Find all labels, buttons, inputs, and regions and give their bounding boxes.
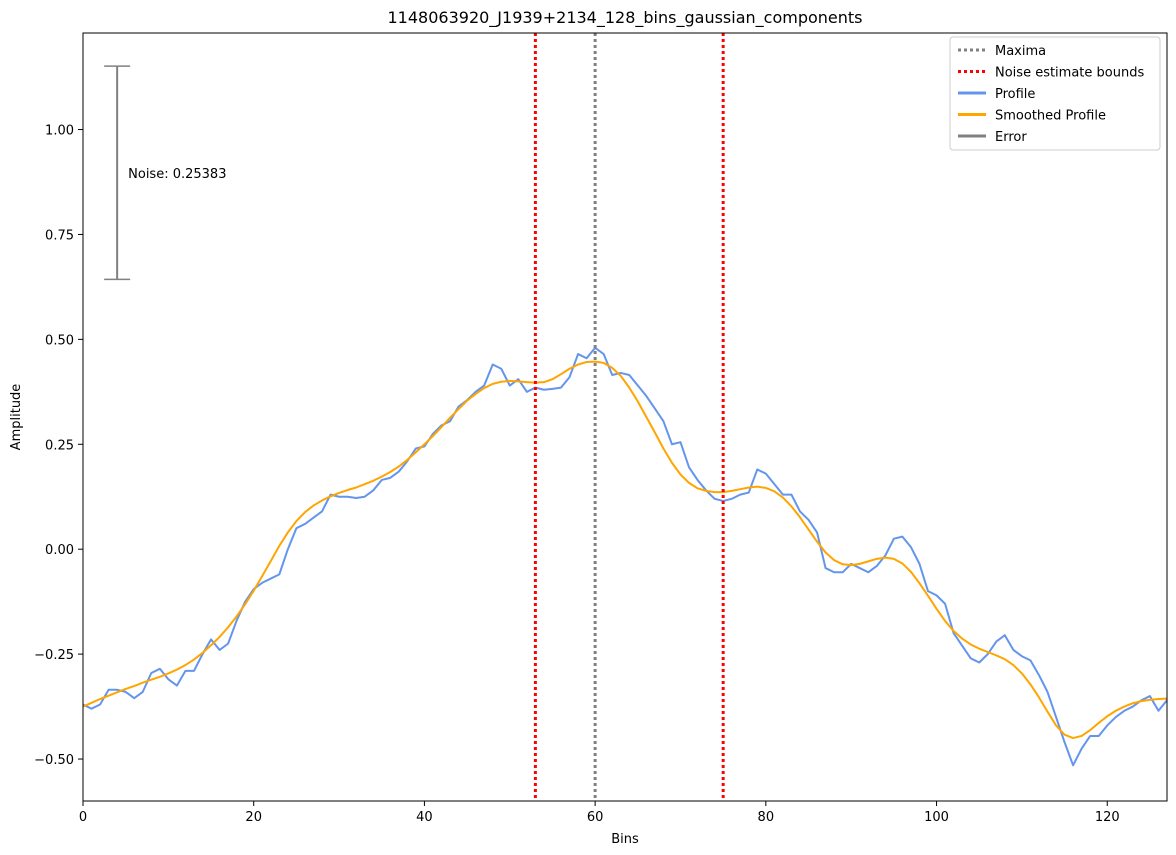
legend-box — [949, 36, 1161, 151]
y-tick-label: −0.50 — [34, 753, 74, 768]
legend-label-error: Error — [995, 130, 1027, 145]
chart-title: 1148063920_J1939+2134_128_bins_gaussian_… — [388, 8, 863, 28]
x-tick-label: 40 — [416, 810, 433, 825]
y-tick-label: 0.50 — [45, 333, 74, 348]
legend-label-profile: Profile — [995, 87, 1035, 102]
plot-content: Noise: 0.25383 — [83, 33, 1167, 801]
x-tick-label: 80 — [758, 810, 775, 825]
legend-label-maxima: Maxima — [995, 44, 1046, 59]
noise-label: Noise: 0.25383 — [128, 167, 226, 182]
y-tick-label: 0.00 — [45, 543, 74, 558]
x-tick-label: 100 — [924, 810, 949, 825]
x-tick-label: 120 — [1095, 810, 1120, 825]
plot-frame — [82, 32, 1168, 802]
y-tick-label: −0.25 — [34, 648, 74, 663]
legend-label-noise-estimate-bounds: Noise estimate bounds — [995, 66, 1144, 81]
plot-area: Noise: 0.25383 0 20 40 60 80 100 120 −0.50 −0.25 0… — [34, 32, 1168, 825]
profile-line — [83, 346, 1167, 767]
x-tick-label: 60 — [587, 810, 604, 825]
x-tick-label: 20 — [245, 810, 262, 825]
y-tick-label: 0.25 — [45, 438, 74, 453]
y-tick-label: 1.00 — [45, 124, 74, 139]
y-axis-label: Amplitude — [9, 384, 24, 451]
x-axis-label: Bins — [611, 832, 639, 847]
legend-label-smoothed-profile: Smoothed Profile — [995, 109, 1106, 124]
y-tick-label: 0.75 — [45, 228, 74, 243]
smoothed-profile-line — [83, 360, 1167, 740]
legend: Maxima Noise estimate bounds Profile Smooth… — [949, 36, 1161, 151]
x-tick-label: 0 — [79, 810, 87, 825]
